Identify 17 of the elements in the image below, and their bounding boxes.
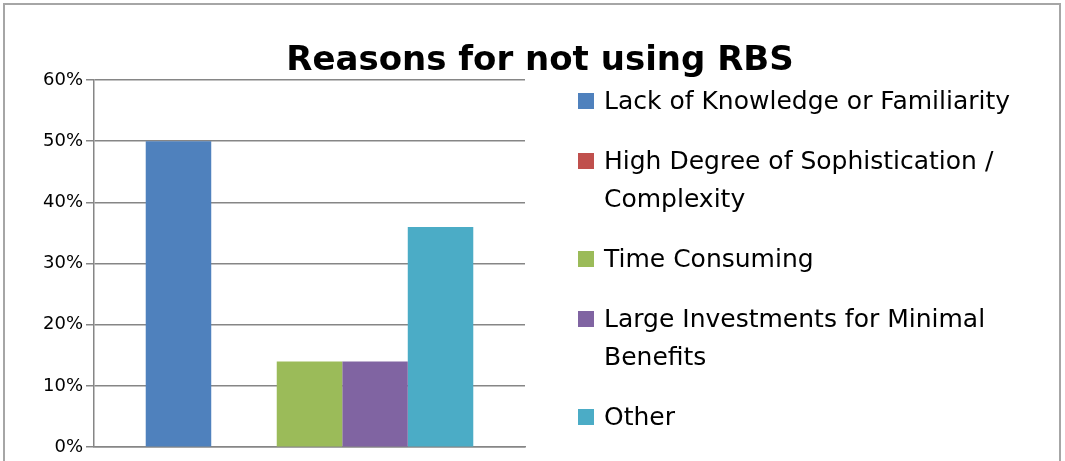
y-tick-label: 30% xyxy=(42,251,84,273)
chart-title: Reasons for not using RBS xyxy=(286,38,794,78)
legend-label: High Degree of Sophistication / Complexity xyxy=(604,145,995,215)
bar xyxy=(407,226,474,447)
y-tick-label: 20% xyxy=(42,312,84,334)
y-tick-label: 50% xyxy=(42,128,84,150)
y-tick-label: 40% xyxy=(42,190,84,212)
bar xyxy=(276,361,343,447)
y-tick-label: 60% xyxy=(42,67,84,89)
bar xyxy=(145,141,212,447)
bar xyxy=(342,361,408,447)
legend-label: Other xyxy=(604,401,675,433)
legend-label: Lack of Knowledge or Familiarity xyxy=(604,85,1011,117)
legend-label: Time Consuming xyxy=(604,243,814,275)
y-tick-label: 10% xyxy=(42,373,84,395)
legend-label: Large Investments for Minimal Benefits xyxy=(604,303,987,373)
y-tick-label: 0% xyxy=(54,434,84,456)
